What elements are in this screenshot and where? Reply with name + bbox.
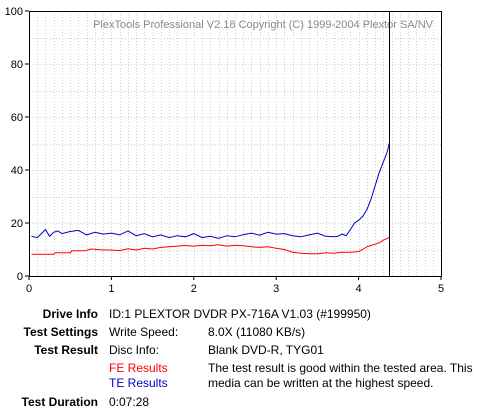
- y-tick-label: 100: [5, 6, 23, 18]
- fe-results-legend: FE Results: [109, 361, 168, 375]
- fe-te-chart: PlexTools Professional V2.18 Copyright (…: [5, 6, 444, 295]
- series-te-results: [31, 143, 390, 239]
- x-tick-label: 4: [356, 283, 362, 295]
- result-text: The test result is good within the teste…: [208, 361, 473, 390]
- grid-lines: [29, 11, 441, 276]
- y-tick-label: 0: [17, 271, 23, 283]
- test-result-label: Test Result: [34, 343, 98, 357]
- y-tick-label: 40: [11, 165, 23, 177]
- test-duration-value: 0:07:28: [109, 395, 150, 409]
- x-tick-label: 5: [438, 283, 444, 295]
- disc-info-key: Disc Info:: [109, 343, 160, 357]
- y-tick-labels: 0 20 40 60 80 100: [5, 6, 23, 283]
- series-fe-results: [31, 236, 390, 255]
- disc-info-value: Blank DVD-R, TYG01: [208, 343, 324, 357]
- x-tick-labels: 0 1 2 3 4 5: [26, 283, 444, 295]
- te-results-legend: TE Results: [109, 376, 168, 390]
- series-lines: [31, 143, 390, 255]
- copyright-watermark: PlexTools Professional V2.18 Copyright (…: [93, 19, 434, 31]
- x-tick-label: 0: [26, 283, 32, 295]
- drive-info-value: ID:1 PLEXTOR DVDR PX-716A V1.03 (#199950…: [109, 307, 371, 321]
- y-tick-label: 60: [11, 112, 23, 124]
- axes: [25, 10, 442, 280]
- plot-frame: [29, 11, 442, 277]
- write-speed-value: 8.0X (11080 KB/s): [208, 325, 306, 339]
- x-tick-label: 2: [191, 283, 197, 295]
- y-tick-label: 80: [11, 59, 23, 71]
- test-settings-label: Test Settings: [23, 325, 98, 339]
- y-tick-label: 20: [11, 218, 23, 230]
- test-duration-label: Test Duration: [21, 395, 98, 409]
- write-speed-key: Write Speed:: [109, 325, 179, 339]
- x-tick-label: 1: [108, 283, 114, 295]
- drive-info-label: Drive Info: [42, 307, 98, 321]
- x-tick-label: 3: [273, 283, 279, 295]
